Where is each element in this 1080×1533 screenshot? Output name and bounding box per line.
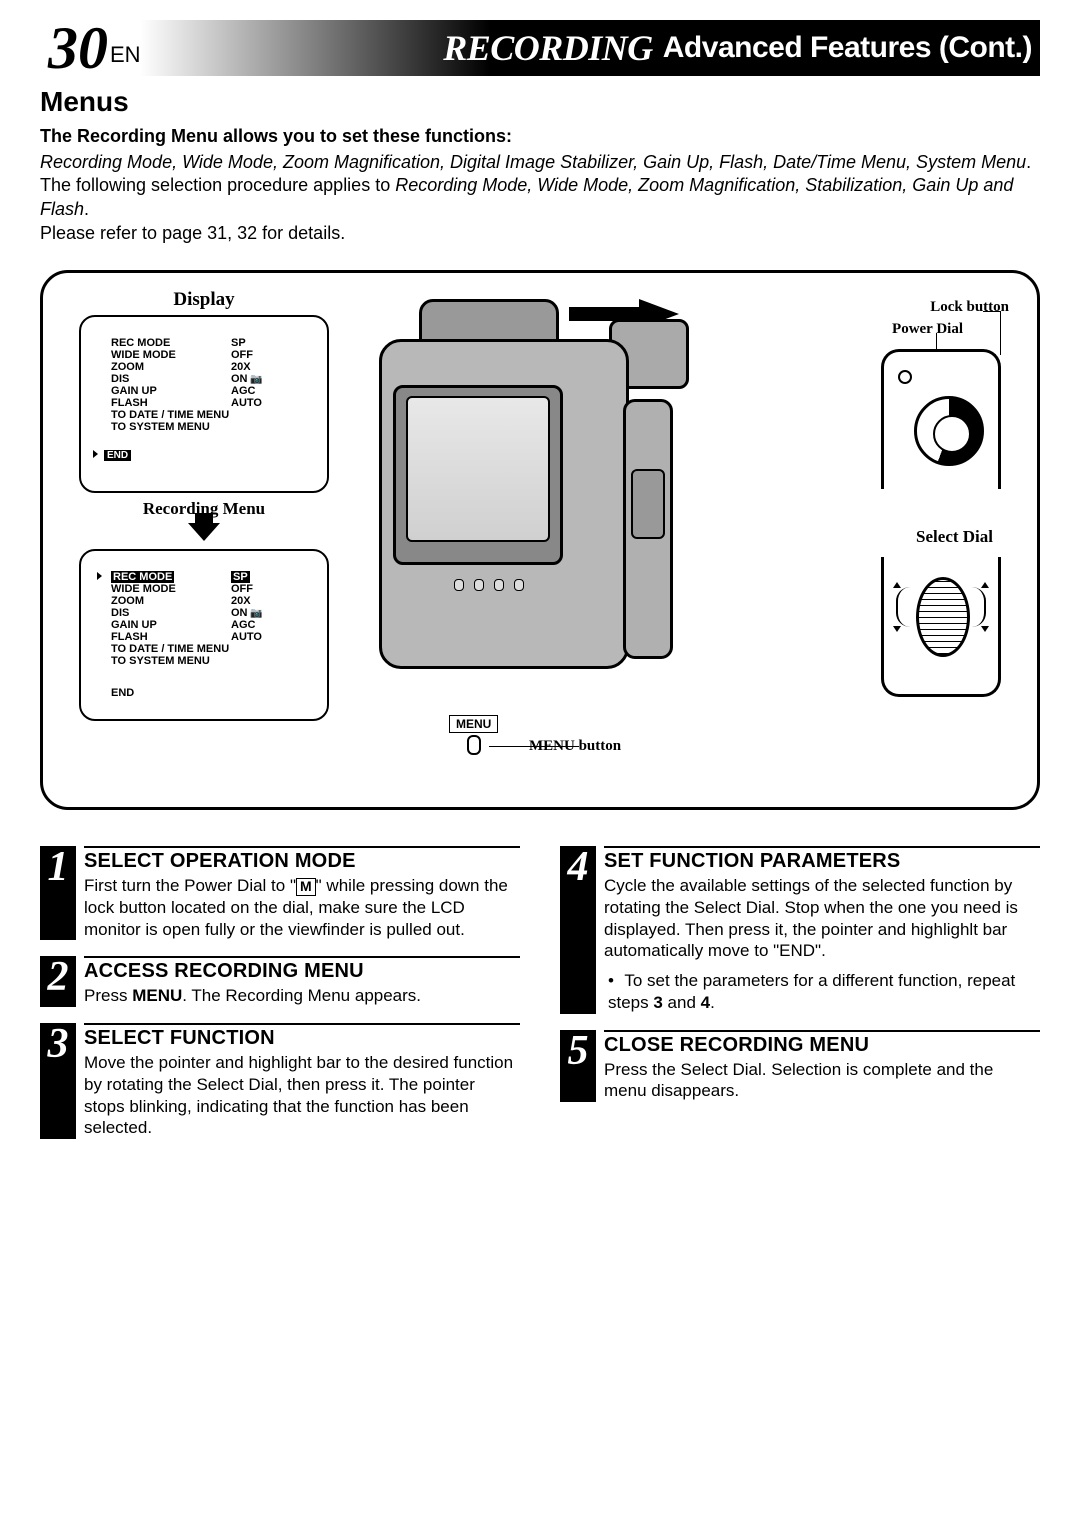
lcd-menu-row: REC MODESP [111, 337, 319, 349]
step-number: 2 [40, 956, 76, 1007]
lcd-menu-row: GAIN UPAGC [111, 385, 319, 397]
intro-lead: The Recording Menu allows you to set the… [40, 126, 1040, 147]
lcd-menu-row: DISON 📷 [111, 607, 319, 619]
lcd-menu-row: ZOOM20X [111, 361, 319, 373]
step-2: 2 ACCESS RECORDING MENU Press MENU. The … [40, 956, 520, 1007]
step-text: Press MENU. The Recording Menu appears. [84, 985, 520, 1007]
step-1: 1 SELECT OPERATION MODE First turn the P… [40, 846, 520, 940]
power-dial-inset [881, 349, 1001, 489]
camera-icon: 📷 [248, 608, 263, 619]
step-text: Cycle the available settings of the sele… [604, 875, 1040, 962]
lcd-menu-row: WIDE MODEOFF [111, 349, 319, 361]
lcd-menu-row: DISON 📷 [111, 373, 319, 385]
section-title: Menus [40, 86, 1040, 118]
step-title: SELECT FUNCTION [84, 1027, 520, 1050]
intro-ref: Please refer to page 31, 32 for details. [40, 223, 1040, 244]
down-arrow-icon [188, 523, 220, 541]
step-text: Press the Select Dial. Selection is comp… [604, 1059, 1040, 1103]
step-number: 1 [40, 846, 76, 940]
display-screen-2: REC MODESPWIDE MODEOFFZOOM20XDISON 📷GAIN… [79, 549, 329, 721]
lcd-menu-row: FLASHAUTO [111, 631, 319, 643]
header-title-sub: Advanced Features (Cont.) [663, 31, 1032, 65]
page-number: 30 [40, 14, 108, 83]
power-dial-icon [914, 396, 984, 466]
page-lang: EN [110, 42, 141, 68]
camcorder-illustration: MENU MENU button [359, 299, 679, 719]
display-screen-1: REC MODESPWIDE MODEOFFZOOM20XDISON 📷GAIN… [79, 315, 329, 493]
step-number: 3 [40, 1023, 76, 1139]
step-title: ACCESS RECORDING MENU [84, 960, 520, 983]
lcd-menu-row: FLASHAUTO [111, 397, 319, 409]
step-number: 5 [560, 1030, 596, 1103]
select-dial-label: Select Dial [916, 527, 993, 547]
lcd-menu-row: TO SYSTEM MENU [111, 655, 319, 667]
header-title-main: RECORDING [443, 27, 653, 69]
step-5: 5 CLOSE RECORDING MENU Press the Select … [560, 1030, 1040, 1103]
menu-button-callout: MENU [449, 715, 498, 755]
lock-button-icon [898, 370, 912, 384]
step-4: 4 SET FUNCTION PARAMETERS Cycle the avai… [560, 846, 1040, 1014]
pointer-icon [93, 449, 100, 461]
lcd-menu-row: TO SYSTEM MENU [111, 421, 319, 433]
lcd-menu-row: TO DATE / TIME MENU [111, 643, 319, 655]
step-bullet: To set the parameters for a different fu… [604, 970, 1040, 1014]
m-symbol-icon: M [296, 878, 316, 895]
menu-button-icon [467, 735, 481, 755]
lcd-menu-row: REC MODESP [111, 571, 319, 583]
step-3: 3 SELECT FUNCTION Move the pointer and h… [40, 1023, 520, 1139]
intro-func-list-1: Recording Mode, Wide Mode, Zoom Magnific… [40, 152, 1026, 172]
display-label: Display [173, 289, 234, 311]
select-dial-icon [916, 577, 970, 667]
lcd-end-row-2: END [111, 687, 319, 699]
lcd-menu-row: WIDE MODEOFF [111, 583, 319, 595]
step-text: First turn the Power Dial to "M" while p… [84, 875, 520, 940]
power-dial-label: Power Dial [892, 321, 963, 338]
step-title: SELECT OPERATION MODE [84, 850, 520, 873]
page-header: 30 EN RECORDING Advanced Features (Cont.… [40, 20, 1040, 76]
step-title: SET FUNCTION PARAMETERS [604, 850, 1040, 873]
step-number: 4 [560, 846, 596, 1014]
menu-button-label: MENU [449, 715, 498, 733]
figure-panel: Display REC MODESPWIDE MODEOFFZOOM20XDIS… [40, 270, 1040, 810]
menu-button-caption: MENU button [529, 738, 621, 755]
intro-body: Recording Mode, Wide Mode, Zoom Magnific… [40, 151, 1040, 221]
camera-icon: 📷 [248, 374, 263, 385]
lcd-end-row: END [93, 449, 319, 461]
rotate-arrow-right-icon [972, 587, 986, 627]
rotate-arrow-left-icon [896, 587, 910, 627]
select-dial-inset [881, 557, 1001, 697]
step-title: CLOSE RECORDING MENU [604, 1034, 1040, 1057]
lcd-menu-row: TO DATE / TIME MENU [111, 409, 319, 421]
lcd-menu-row: ZOOM20X [111, 595, 319, 607]
step-text: Move the pointer and highlight bar to th… [84, 1052, 520, 1139]
pointer-icon [97, 571, 104, 583]
lcd-end-label: END [104, 450, 131, 461]
lcd-menu-row: GAIN UPAGC [111, 619, 319, 631]
